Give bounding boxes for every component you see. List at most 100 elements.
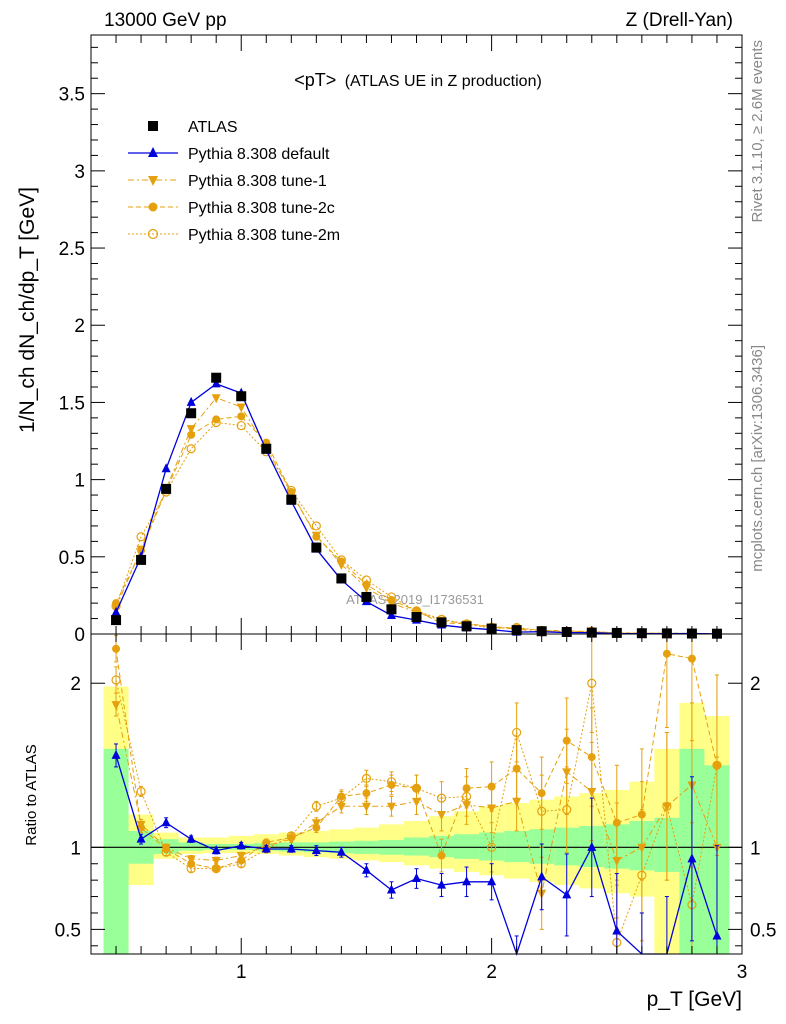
ratio-point-3-0 <box>111 675 121 685</box>
atlas-point-3 <box>186 408 197 419</box>
main-point-3-4 <box>212 415 221 424</box>
ratio-point-0-24 <box>712 930 722 940</box>
ratio-point-3-16 <box>512 727 522 738</box>
ratio-point-1-19 <box>587 788 597 798</box>
legend-label-0: ATLAS <box>188 119 238 136</box>
ratio-point-1-5 <box>236 852 246 862</box>
x-axis-label-text: p_T [GeV] <box>647 988 742 1011</box>
header-left: 13000 GeV pp <box>104 10 227 31</box>
legend-marker-3 <box>148 202 158 212</box>
ratio-point-1-8 <box>311 819 321 829</box>
atlas-point-13 <box>436 617 447 628</box>
ratio-point-0-12 <box>412 873 421 883</box>
ratio-point-0-10 <box>361 864 371 874</box>
ratio-point-3-10 <box>361 773 372 784</box>
ratio-point-0-2 <box>161 817 171 827</box>
ratio-point-2-9 <box>337 792 346 801</box>
ratio-point-2-11 <box>387 780 396 789</box>
ratio-point-1-4 <box>211 856 221 866</box>
ratio-y-tick-label: 2 <box>70 674 81 695</box>
atlas-point-2 <box>161 483 172 494</box>
ratio-point-1-18 <box>562 768 572 778</box>
legend-marker-2 <box>148 176 158 186</box>
ratio-point-0-17 <box>537 871 547 881</box>
ratio-point-2-0 <box>112 644 121 653</box>
main-point-1-11 <box>386 609 396 619</box>
ratio-point-1-9 <box>336 802 346 812</box>
main-point-3-5 <box>237 412 246 421</box>
legend-label-3: Pythia 8.308 tune-2c <box>188 200 335 217</box>
ratio-point-2-13 <box>437 851 446 860</box>
ratio-point-2-22 <box>662 649 671 658</box>
ratio-point-3-8 <box>311 801 321 811</box>
legend-marker-0 <box>148 121 158 131</box>
legend: ATLAS Pythia 8.308 default Pythia 8.308 tu… <box>128 119 340 244</box>
ratio-point-1-21 <box>637 843 647 853</box>
main-y-tick-label: 3.5 <box>59 85 85 106</box>
main-point-1-3 <box>186 396 196 406</box>
main-point-2-7 <box>286 490 296 500</box>
ratio-point-0-20 <box>612 925 622 935</box>
atlas-point-11 <box>386 604 397 615</box>
ratio-point-0-5 <box>236 840 246 850</box>
ratio-point-0-9 <box>336 846 346 856</box>
ratio-y-tick-label-right: 1 <box>750 838 761 859</box>
ratio-point-3-15 <box>487 842 497 852</box>
ratio-y-axis-label: Ratio to ATLAS <box>23 744 40 845</box>
main-axis-ticks: 0 0.5 1 1.5 2 2.5 3 3.5 <box>59 35 743 646</box>
ratio-point-0-6 <box>261 843 271 853</box>
atlas-point-10 <box>361 591 372 602</box>
ratio-point-1-7 <box>286 835 296 845</box>
ratio-point-0-18 <box>562 889 572 899</box>
ratio-point-1-15 <box>487 804 497 814</box>
atlas-point-8 <box>311 542 322 553</box>
legend-label-2: Pythia 8.308 tune-1 <box>188 173 327 190</box>
ratio-y-tick-label: 0.5 <box>55 920 81 941</box>
ratio-x-tick-label: 3 <box>737 962 748 983</box>
ratio-point-2-4 <box>212 864 221 873</box>
ratio-point-0-19 <box>587 841 597 851</box>
main-point-4-3 <box>186 444 196 454</box>
x-axis-label: p_T [GeV] <box>647 988 742 1011</box>
ratio-plot-marks <box>91 633 742 957</box>
main-point-4-5 <box>236 420 246 431</box>
ratio-band-inner-12 <box>403 837 430 856</box>
ratio-point-1-20 <box>612 856 622 866</box>
main-point-1-4 <box>211 378 221 388</box>
main-y-tick-label: 1.5 <box>59 393 85 414</box>
ratio-point-1-10 <box>361 802 371 812</box>
main-y-tick-label: 3 <box>74 162 85 183</box>
main-y-tick-label: 0.5 <box>59 548 85 569</box>
ratio-band-inner-16 <box>504 830 530 863</box>
ratio-band-inner-14 <box>454 834 480 859</box>
atlas-point-9 <box>336 573 347 584</box>
ratio-y-tick-label: 1 <box>70 838 81 859</box>
ratio-point-2-23 <box>687 654 696 663</box>
main-y-axis-label: 1/N_ch dN_ch/dp_T [GeV] <box>16 187 39 433</box>
main-point-3-3 <box>187 430 196 439</box>
ratio-x-tick-label: 1 <box>236 962 247 983</box>
atlas-point-5 <box>236 391 247 402</box>
ratio-point-0-7 <box>286 843 296 853</box>
atlas-point-1 <box>136 554 147 565</box>
main-point-2-8 <box>311 531 321 541</box>
ratio-point-1-0 <box>111 701 121 711</box>
ratio-point-2-17 <box>537 789 546 798</box>
ratio-point-1-22 <box>662 802 672 812</box>
ratio-axis-ticks: 0.5 0.5 1 1 2 2 1 2 3 <box>55 634 776 983</box>
ratio-point-0-0 <box>111 749 121 759</box>
ratio-band-inner-3 <box>178 842 204 851</box>
main-plot-panel: ATLAS_2019_I1736531 0 0.5 1 1.5 2 2.5 3 3.5 <pT… <box>16 34 743 646</box>
ratio-plot-panel: 0.5 0.5 1 1 2 2 1 2 3 Ratio to ATLAS <box>23 633 776 983</box>
legend-label-1: Pythia 8.308 default <box>188 146 330 163</box>
ratio-point-0-8 <box>311 845 321 855</box>
ratio-band-inner-0 <box>103 748 129 954</box>
ratio-point-1-2 <box>161 843 171 853</box>
atlas-point-6 <box>261 443 272 454</box>
ratio-point-1-3 <box>186 855 196 865</box>
side-text-top: Rivet 3.1.10, ≥ 2.6M events <box>749 40 766 223</box>
ratio-point-1-13 <box>437 811 447 821</box>
main-y-tick-label: 1 <box>74 471 85 492</box>
ratio-point-2-16 <box>512 764 521 773</box>
